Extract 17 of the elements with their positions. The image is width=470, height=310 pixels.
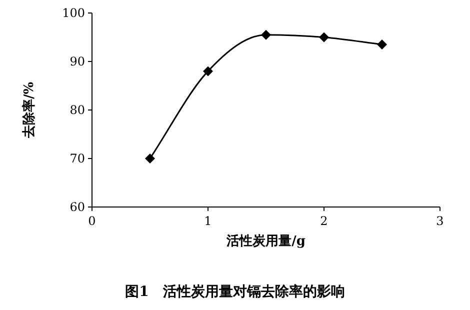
x-tick-label: 1 xyxy=(204,214,212,228)
y-tick-label: 90 xyxy=(70,54,85,68)
point xyxy=(319,32,329,42)
point xyxy=(377,40,387,50)
y-tick-label: 80 xyxy=(70,103,85,117)
x-axis-title: 活性炭用量/g xyxy=(226,234,306,249)
y-tick-label: 60 xyxy=(70,200,85,214)
x-tick-label: 3 xyxy=(436,214,444,228)
point xyxy=(145,154,155,164)
point xyxy=(203,66,213,76)
y-tick-label: 70 xyxy=(70,152,85,166)
x-tick-label: 0 xyxy=(88,214,96,228)
text: 图1 活性炭用量对镉去除率的影响 xyxy=(125,283,345,300)
x-tick-label: 2 xyxy=(320,214,328,228)
y-axis-title: 去除率/% xyxy=(21,81,37,140)
y-tick-label: 100 xyxy=(62,6,85,20)
point xyxy=(261,30,271,40)
